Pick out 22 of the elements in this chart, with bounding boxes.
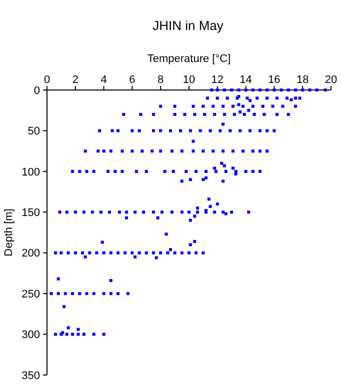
y-axis-title: Depth [m] <box>3 208 15 256</box>
x-tick-label: 12 <box>211 74 224 86</box>
x-tick-label: 20 <box>324 74 338 86</box>
y-tick-label: 0 <box>34 84 40 97</box>
y-tick-label: 250 <box>22 288 40 300</box>
x-tick-label: 2 <box>72 74 78 86</box>
x-tick-label: 8 <box>158 74 164 86</box>
x-tick-label: 0 <box>44 74 50 86</box>
y-tick-label: 50 <box>28 126 40 138</box>
x-tick-label: 18 <box>296 74 309 86</box>
y-tick-label: 300 <box>22 329 40 342</box>
x-tick-label: 10 <box>182 74 196 86</box>
y-tick-label: 100 <box>22 166 40 178</box>
x-axis-title: Temperature [°C] <box>147 53 231 65</box>
x-tick-label: 16 <box>268 74 280 86</box>
x-tick-label: 14 <box>240 74 252 86</box>
chart-title: JHIN in May <box>152 18 224 33</box>
y-tick-label: 200 <box>22 248 40 260</box>
x-tick-label: 4 <box>100 74 107 86</box>
y-tick-label: 350 <box>22 370 40 382</box>
y-tick-label: 150 <box>22 206 40 219</box>
x-tick-label: 6 <box>129 74 136 86</box>
